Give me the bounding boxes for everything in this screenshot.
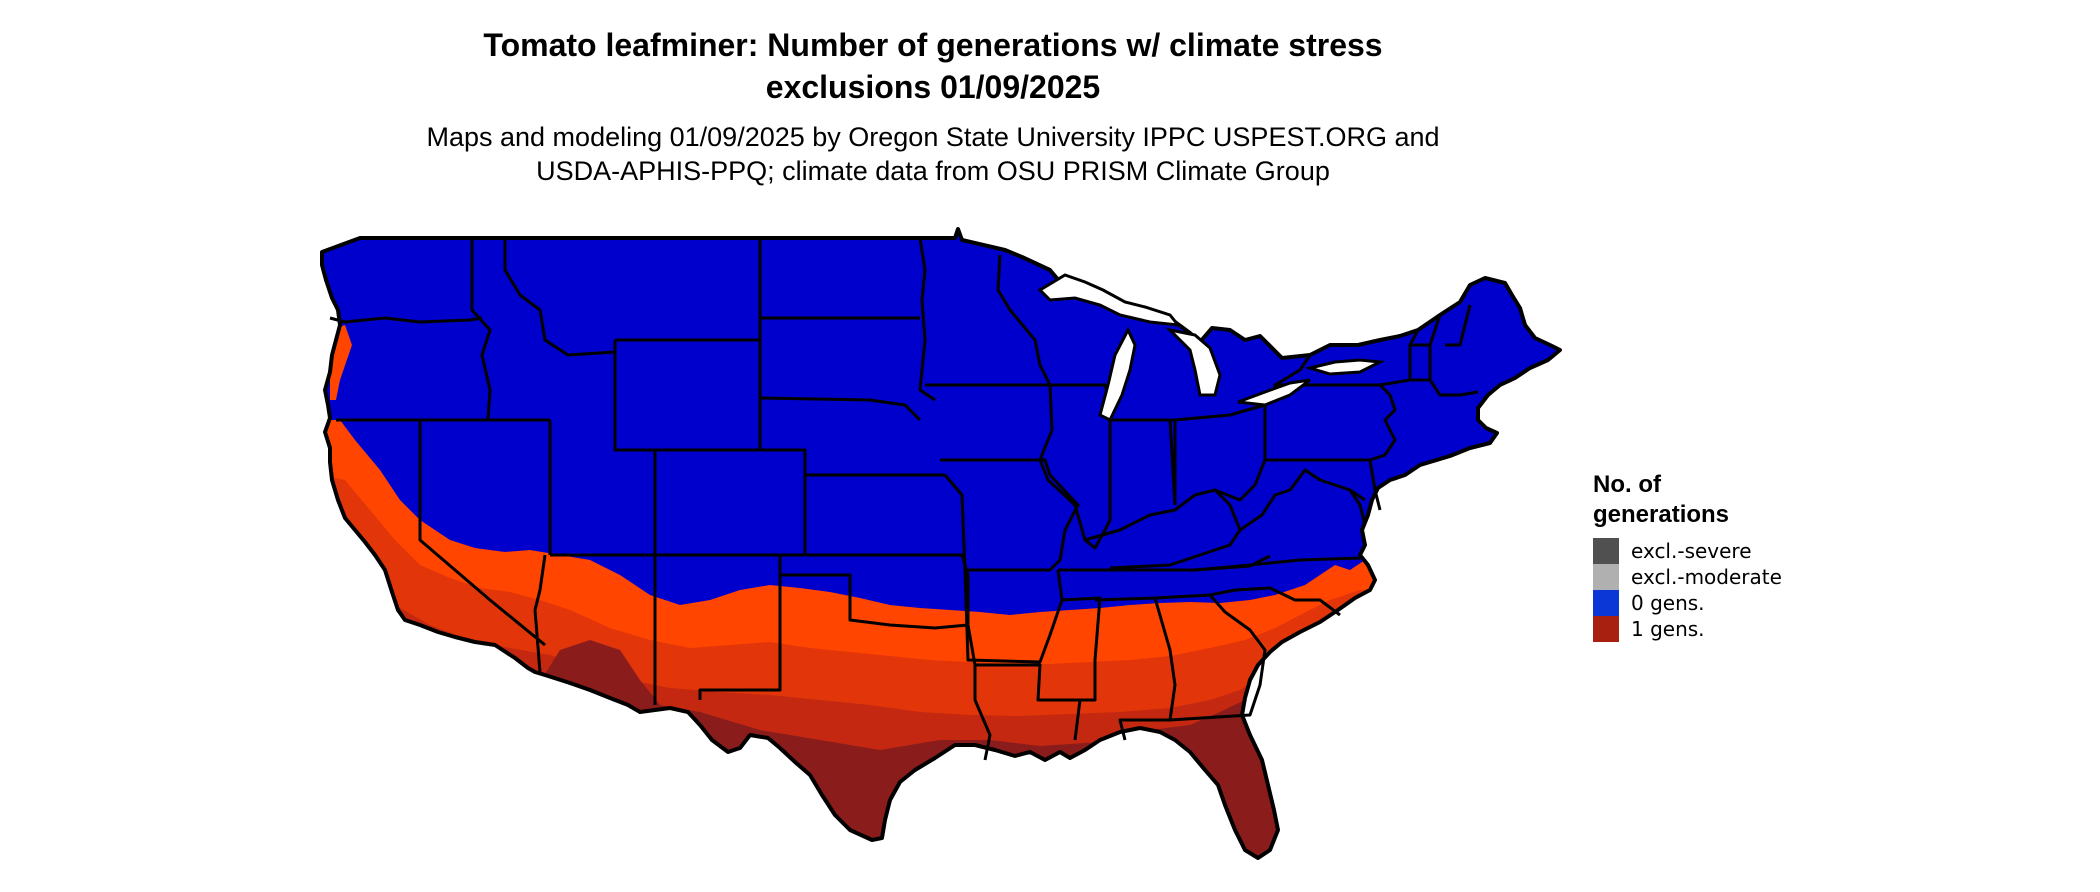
map-subtitle-line1: Maps and modeling 01/09/2025 by Oregon S… <box>426 122 1440 152</box>
legend-swatch <box>1593 564 1619 590</box>
map-title-line1: Tomato leafminer: Number of generations … <box>483 27 1383 63</box>
border-nc-sc <box>1209 586 1341 617</box>
border-ky <box>1084 488 1242 570</box>
legend-label: excl.-moderate <box>1631 565 1782 589</box>
lake-superior <box>1037 273 1182 327</box>
border-nm <box>655 553 782 700</box>
legend-label: 0 gens. <box>1631 591 1705 615</box>
border-az <box>533 554 547 673</box>
border-la <box>975 663 1082 741</box>
border-ms-al <box>1061 596 1102 702</box>
border-id-west <box>470 238 492 421</box>
border-ia-mo <box>940 458 1052 476</box>
legend-item: excl.-severe <box>1593 538 1782 564</box>
border-ga <box>1154 593 1267 722</box>
border-ar <box>963 569 1064 664</box>
border-mn-west <box>918 237 936 402</box>
border-wa-or <box>329 316 483 324</box>
map-subtitle-line2: USDA-APHIS-PPQ; climate data from OSU PR… <box>536 156 1330 186</box>
border-ok <box>778 554 970 630</box>
border-ny <box>1274 329 1420 387</box>
border-il <box>1038 384 1112 550</box>
legend-swatch <box>1593 616 1619 642</box>
lake-ontario <box>1304 358 1386 376</box>
legend-item: excl.-moderate <box>1593 564 1782 590</box>
map-title-line2: exclusions 01/09/2025 <box>765 69 1101 105</box>
border-va-nc <box>1194 556 1361 572</box>
map-title: Tomato leafminer: Number of generations … <box>0 24 1866 108</box>
legend-item: 0 gens. <box>1593 590 1782 616</box>
border-sd-ne <box>759 396 922 422</box>
lake-michigan <box>1098 326 1137 423</box>
lake-erie <box>1237 378 1311 407</box>
map-legend: No. of generations excl.-severe excl.-mod… <box>1593 470 1782 642</box>
climate-zones <box>322 229 1560 858</box>
legend-title-line2: generations <box>1593 501 1730 528</box>
us-generations-map <box>320 227 1562 860</box>
lake-huron <box>1165 327 1222 397</box>
legend-swatch <box>1593 538 1619 564</box>
legend-item: 1 gens. <box>1593 616 1782 642</box>
legend-swatch <box>1593 590 1619 616</box>
border-ca-nv <box>418 420 546 647</box>
border-ut-co <box>550 448 657 557</box>
legend-items: excl.-severe excl.-moderate 0 gens. 1 gens. <box>1593 538 1782 642</box>
legend-label: excl.-severe <box>1631 539 1752 563</box>
legend-title-line1: No. of <box>1593 471 1661 498</box>
border-nj-md-de <box>1348 459 1382 526</box>
legend-title: No. of generations <box>1593 470 1782 530</box>
border-id-mt <box>503 238 616 357</box>
border-wv-va <box>1239 468 1366 532</box>
great-lakes <box>1037 273 1386 423</box>
state-borders <box>329 237 1479 761</box>
border-tx-east <box>966 624 992 761</box>
border-wi-mn <box>996 254 1052 386</box>
border-new-england <box>1410 304 1479 397</box>
legend-label: 1 gens. <box>1631 617 1705 641</box>
border-oh <box>1173 403 1267 505</box>
us-outline <box>320 227 1562 860</box>
map-subtitle: Maps and modeling 01/09/2025 by Oregon S… <box>0 120 1866 188</box>
